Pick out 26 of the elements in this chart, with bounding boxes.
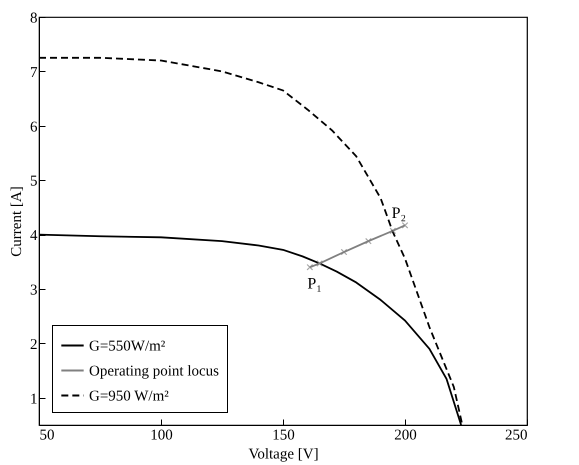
- annotation: P₂: [392, 204, 406, 222]
- x-axis-title: Voltage [V]: [248, 446, 319, 462]
- annotation: P₁: [307, 275, 322, 292]
- y-tick-label: 8: [30, 10, 38, 26]
- legend-label: Operating point locus: [89, 364, 220, 380]
- x-tick-label: 200: [394, 428, 417, 444]
- x-tick-label: 150: [272, 428, 295, 444]
- point: [402, 222, 408, 229]
- y-tick-label: 6: [30, 119, 38, 136]
- x-tick-label: 250: [505, 428, 528, 444]
- legend-label: G=950 W/m²: [89, 388, 170, 404]
- x-tick-label: 100: [150, 428, 173, 444]
- y-tick-label: 2: [30, 336, 38, 353]
- legend-label: G=550W/m²: [89, 338, 166, 354]
- point: [340, 248, 348, 256]
- y-tick-label: 5: [30, 174, 38, 190]
- point: [365, 238, 372, 244]
- point: [389, 227, 396, 234]
- point: [306, 264, 314, 271]
- y-axis-title: Current [A]: [9, 186, 25, 257]
- y-tick-label: 4: [30, 228, 38, 244]
- x-tick-label: 50: [40, 428, 54, 444]
- y-tick-label: 7: [30, 64, 38, 81]
- y-tick-label: 3: [30, 282, 38, 298]
- point: [316, 260, 323, 267]
- y-tick-label: 1: [30, 391, 38, 408]
